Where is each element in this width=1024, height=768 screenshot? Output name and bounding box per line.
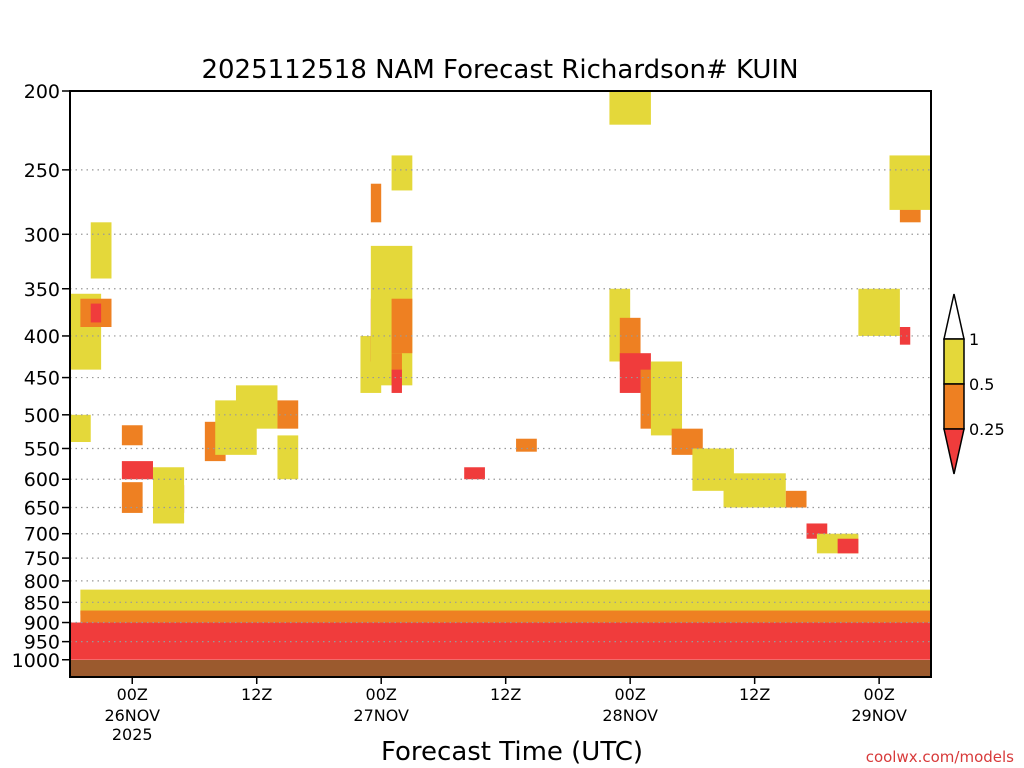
- y-tick-label: 650: [24, 498, 60, 520]
- y-tick-label: 450: [24, 368, 60, 390]
- ri-cell: [723, 473, 786, 508]
- ri-cell: [837, 538, 859, 554]
- pressure-axis: 200 250 300 350 400 450 500 550 600 650 7007508008…: [12, 81, 70, 672]
- ri-cell: [121, 461, 153, 480]
- colorbar-gt-1: [943, 293, 965, 340]
- y-tick-label: 800: [24, 571, 60, 593]
- ri-cell: [391, 298, 413, 354]
- colorbar-0-25-to-0-5: [943, 383, 965, 430]
- colorbar-legend: 1 0.5 0.25: [943, 293, 1005, 475]
- x-tick-date: 27NOV: [353, 706, 409, 725]
- ri-cell: [121, 425, 143, 446]
- x-tick-label: 00Z: [863, 685, 894, 704]
- x-tick-label: 12Z: [739, 685, 770, 704]
- chart-title: 2025112518 NAM Forecast Richardson# KUIN: [201, 55, 798, 85]
- y-tick-label: 900: [24, 613, 60, 635]
- x-tick-label: 00Z: [117, 685, 148, 704]
- colorbar-level-label: 0.5: [969, 375, 994, 394]
- y-tick-label: 550: [24, 438, 60, 460]
- ri-cell: [391, 353, 402, 386]
- y-tick-label: 400: [24, 326, 60, 348]
- colorbar-level-label: 1: [969, 330, 979, 349]
- ri-cell: [889, 155, 931, 210]
- ri-cell: [235, 385, 278, 429]
- ri-cell: [899, 327, 911, 345]
- y-tick-label: 250: [24, 160, 60, 182]
- y-tick-label: 700: [24, 524, 60, 546]
- credit-text: coolwx.com/models: [866, 748, 1014, 766]
- colorbar-0-5-to-1: [943, 338, 965, 385]
- ri-cell: [785, 490, 807, 508]
- y-tick-label: 850: [24, 592, 60, 614]
- x-tick-date: 28NOV: [602, 706, 658, 725]
- ri-cell: [121, 482, 143, 513]
- y-tick-label: 300: [24, 224, 60, 246]
- ri-cell: [858, 288, 900, 336]
- x-tick-date: 26NOV: [104, 706, 160, 725]
- ri-cell: [391, 369, 402, 393]
- x-tick-label: 00Z: [615, 685, 646, 704]
- ri-cell: [90, 222, 112, 279]
- ri-cell: [70, 414, 91, 443]
- ri-cell: [90, 303, 102, 323]
- ri-cell: [370, 183, 382, 223]
- ri-cell: [464, 467, 485, 480]
- ri-cell: [516, 438, 537, 452]
- y-tick-label: 200: [24, 81, 60, 103]
- y-tick-label: 500: [24, 405, 60, 427]
- colorbar-level-label: 0.25: [969, 420, 1005, 439]
- ri-cell: [609, 91, 651, 125]
- y-tick-label: 1000: [12, 650, 60, 672]
- pressure-gridlines: [70, 169, 931, 643]
- y-tick-label: 350: [24, 279, 60, 301]
- x-tick-label: 12Z: [490, 685, 521, 704]
- x-tick-label: 12Z: [241, 685, 272, 704]
- ground-surface: [70, 660, 931, 677]
- y-tick-label: 600: [24, 469, 60, 491]
- x-tick-year: 2025: [112, 725, 153, 744]
- plot-frame: [69, 90, 932, 678]
- x-tick-date: 29NOV: [851, 706, 907, 725]
- ri-cell: [277, 400, 299, 429]
- ri-cell: [277, 435, 299, 480]
- ri-cell: [650, 361, 683, 436]
- colorbar-lt-0-25: [943, 428, 965, 475]
- y-tick-label: 950: [24, 632, 60, 654]
- ri-shaded-cells: [70, 91, 932, 660]
- ri-cell: [391, 155, 413, 191]
- y-tick-label: 750: [24, 548, 60, 570]
- ri-cell: [152, 467, 185, 524]
- x-axis-label: Forecast Time (UTC): [381, 737, 643, 767]
- x-tick-label: 00Z: [366, 685, 397, 704]
